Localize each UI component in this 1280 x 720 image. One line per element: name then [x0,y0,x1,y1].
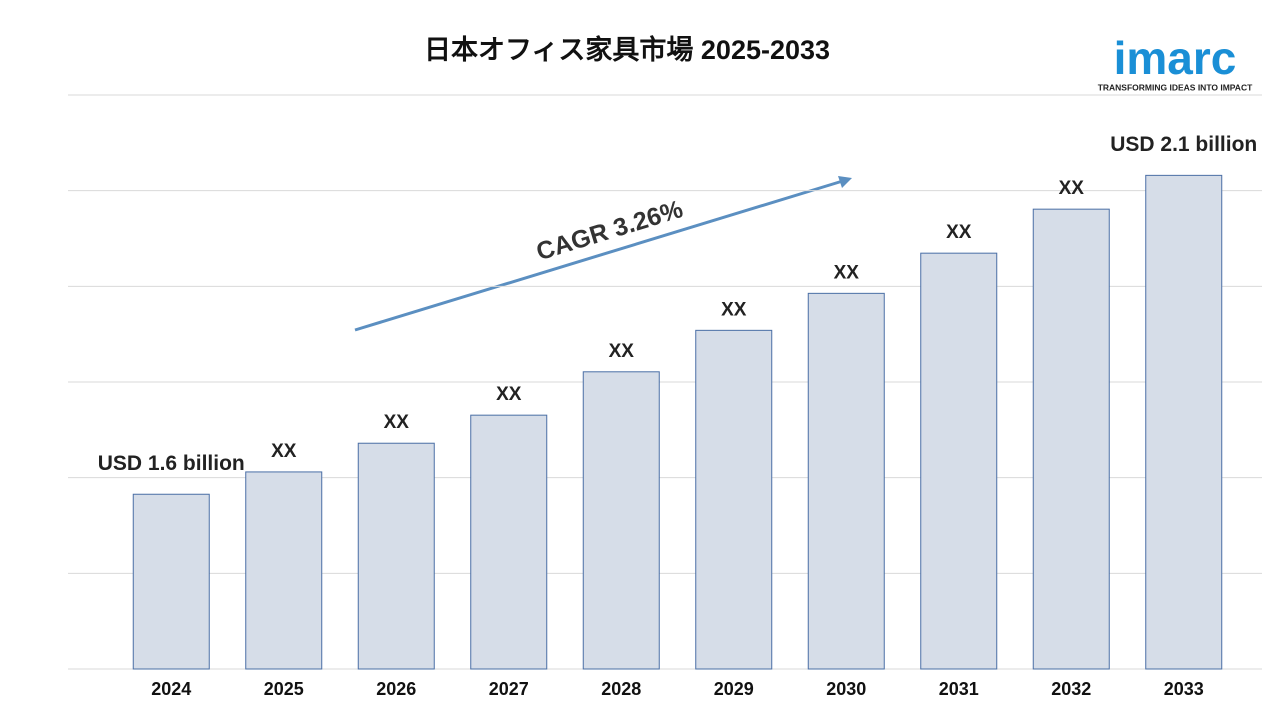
bar [582,371,660,670]
chart-title: 日本オフィス家具市場 2025-2033 [424,34,830,65]
value-label: XX [271,441,297,462]
bar [132,493,210,670]
x-tick-label: 2029 [714,679,754,699]
value-label: USD 1.6 billion [98,452,245,475]
value-label: XX [1059,178,1085,199]
value-label: XX [834,262,860,283]
value-label: USD 2.1 billion [1110,133,1257,156]
bar [1032,208,1110,670]
cagr-label: CAGR 3.26% [533,195,686,266]
logo-name: imarc [1114,32,1237,84]
x-tick-label: 2032 [1051,679,1091,699]
bar [470,414,548,670]
x-tick-label: 2026 [376,679,416,699]
x-tick-label: 2031 [939,679,979,699]
x-tick-label: 2027 [489,679,529,699]
cagr-arrow-head [838,176,852,188]
bar [245,471,323,670]
x-tick-label: 2025 [264,679,304,699]
x-tick-label: 2033 [1164,679,1204,699]
value-label: XX [496,384,522,405]
cagr-arrow [354,178,847,332]
bar [920,252,998,670]
x-tick-label: 2024 [151,679,191,699]
bar [695,329,773,670]
value-label: XX [609,341,635,362]
bar [357,442,435,670]
value-label: XX [721,299,747,320]
x-tick-label: 2030 [826,679,866,699]
value-label: XX [946,222,972,243]
logo-tagline: TRANSFORMING IDEAS INTO IMPACT [1098,82,1253,92]
value-label: XX [384,412,410,433]
x-tick-label: 2028 [601,679,641,699]
bar [807,292,885,670]
bar [1145,174,1223,670]
